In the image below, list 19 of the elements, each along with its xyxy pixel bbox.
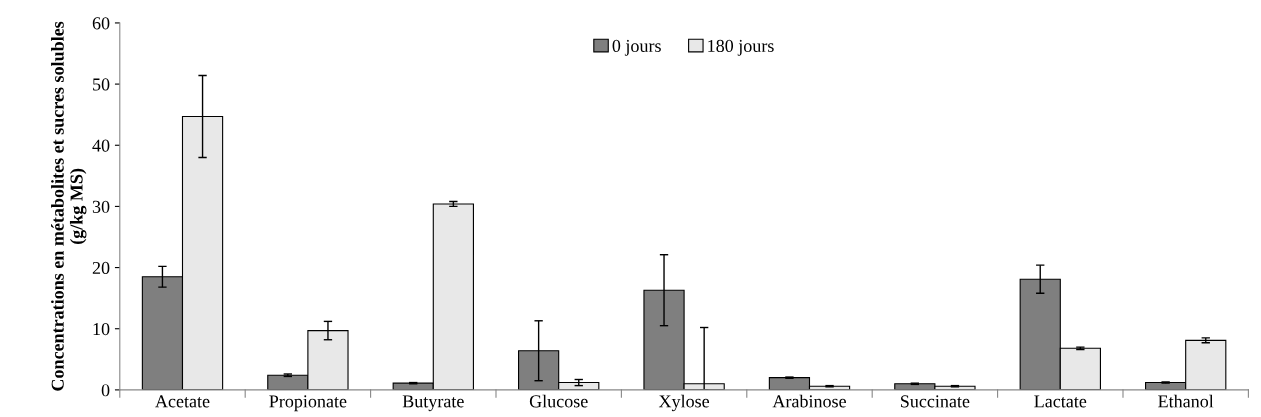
legend-label: 180 jours bbox=[708, 39, 774, 56]
x-tick-label: Butyrate bbox=[402, 395, 464, 412]
y-tick-label: 0 bbox=[101, 384, 110, 397]
y-tick-label: 50 bbox=[93, 78, 110, 91]
x-tick-label: Ethanol bbox=[1158, 394, 1214, 408]
y-tick-label: 30 bbox=[92, 200, 110, 213]
y-axis-title: Concentrations en métabolites et sucres solubles (g/kg MS) bbox=[51, 21, 87, 391]
y-tick-label: 20 bbox=[92, 261, 110, 275]
x-tick-label: Xylose bbox=[658, 394, 710, 412]
legend-label: 0 jours bbox=[612, 39, 661, 56]
x-tick-label: Glucose bbox=[529, 394, 588, 408]
y-tick-label: 10 bbox=[93, 322, 110, 336]
y-tick-label: 60 bbox=[92, 17, 110, 30]
x-tick-label: Lactate bbox=[1034, 395, 1087, 408]
x-tick-label: Succinate bbox=[901, 395, 970, 408]
y-tick-label: 40 bbox=[92, 139, 110, 152]
x-tick-label: Arabinose bbox=[772, 394, 846, 408]
x-tick-label: Acetate bbox=[155, 395, 210, 408]
x-tick-label: Propionate bbox=[269, 395, 347, 412]
